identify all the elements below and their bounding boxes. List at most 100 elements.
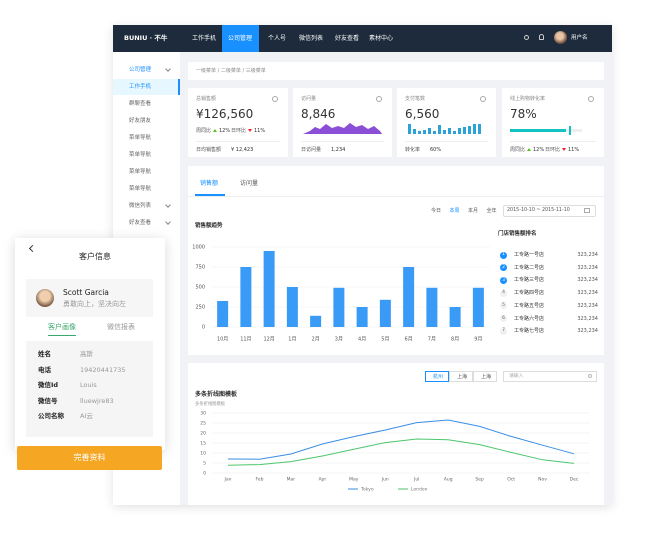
sidebar-item[interactable]: 工作手机 <box>129 83 152 90</box>
trend-panel <box>188 363 604 505</box>
field-value: Louis <box>80 381 97 390</box>
trend-arrow <box>248 129 252 132</box>
stat-card <box>188 88 288 157</box>
stat-label: 日均销售额 <box>196 147 222 153</box>
field-value: AI云 <box>80 412 93 421</box>
stat-value: 12% <box>533 147 545 153</box>
card-label: 线上购物转化率 <box>510 96 546 102</box>
info-icon <box>480 96 486 102</box>
sidebar-item[interactable]: 好友朋友 <box>129 117 152 124</box>
sidebar-item[interactable]: 好友查看 <box>129 219 152 226</box>
breadcrumb: 一级菜单 / 二级菜单 / 三级菜单 <box>196 68 266 74</box>
search-input[interactable]: 请输入 <box>503 371 597 382</box>
rank-number: 2 <box>502 264 505 270</box>
card-divider <box>510 141 596 142</box>
range-option[interactable]: 本月 <box>468 208 479 214</box>
card-label: 支付笔数 <box>405 96 426 102</box>
city-label: 上海 <box>456 374 468 380</box>
city-label: 杭州 <box>432 374 444 380</box>
city-button[interactable]: 上海 <box>473 371 497 382</box>
chart-subtitle: 多条折线图模板 <box>195 402 226 408</box>
info-icon <box>272 96 278 102</box>
stat-label: 日访问量 <box>301 147 322 153</box>
city-button[interactable]: 上海 <box>449 371 473 382</box>
stat-label: 日环比 <box>231 128 247 134</box>
stat-value: 11% <box>254 128 266 134</box>
stat-value: 60% <box>430 147 442 153</box>
sidebar-item[interactable]: 菜单导航 <box>129 151 152 158</box>
stat-label: 日环比 <box>545 147 561 153</box>
store-sales: 323,234 <box>577 302 598 309</box>
store-name: 工专路四号店 <box>514 290 545 297</box>
sidebar-item[interactable]: 群聊查看 <box>129 100 152 107</box>
button-label: 完善资料 <box>73 453 106 463</box>
nav-item[interactable]: 个人号 <box>268 34 287 42</box>
back-icon[interactable] <box>28 244 37 253</box>
store-name: 工专路三号店 <box>514 277 545 284</box>
sidebar-item[interactable]: 菜单导航 <box>129 185 152 192</box>
customer-tab[interactable]: 微信报表 <box>107 322 135 331</box>
card-label: 总销售额 <box>196 96 217 102</box>
nav-item[interactable]: 微信列表 <box>299 34 324 42</box>
field-value: lluewjre83 <box>80 396 114 405</box>
rank-badge: 2 <box>500 264 507 272</box>
city-button[interactable]: 杭州 <box>425 371 449 382</box>
nav-item[interactable]: 公司管理 <box>228 34 253 42</box>
avatar <box>554 31 567 44</box>
range-option[interactable]: 本周 <box>449 208 460 214</box>
rank-badge: 6 <box>500 315 507 322</box>
customer-tab[interactable]: 客户画像 <box>48 322 76 331</box>
field-label: 姓名 <box>38 350 51 359</box>
tab[interactable]: 访问量 <box>240 180 259 188</box>
field-label: 公司名称 <box>38 412 64 421</box>
customer-name: Scott Garcia <box>63 287 109 297</box>
tab-underline <box>48 335 76 337</box>
card-divider <box>405 141 488 142</box>
nav-item[interactable]: 好友查看 <box>335 34 360 42</box>
store-sales: 323,234 <box>577 252 598 258</box>
tab[interactable]: 销售额 <box>200 180 219 188</box>
breadcrumb-bar <box>188 62 604 80</box>
info-box: 姓名 高斯 电话 19420441735 微信Id Louis 微信号 lluewjre83 公… <box>26 341 153 437</box>
stat-label: 周同比 <box>510 147 526 153</box>
card-value: 8,846 <box>301 106 336 121</box>
nav-item[interactable]: 工作手机 <box>192 34 217 42</box>
complete-profile-button[interactable]: 完善资料 <box>17 446 162 470</box>
date-picker[interactable] <box>503 205 596 217</box>
nav-active-bg <box>222 25 259 52</box>
card-divider <box>196 141 280 142</box>
user-name: 用户名 <box>571 35 588 42</box>
search-icon <box>588 374 592 378</box>
sidebar-item[interactable]: 菜单导航 <box>129 134 152 141</box>
range-option[interactable]: 今日 <box>431 208 442 214</box>
range-option[interactable]: 全年 <box>486 208 497 214</box>
stat-label: 周同比 <box>196 128 212 134</box>
bell-icon <box>539 34 544 40</box>
store-sales: 323,234 <box>577 315 598 322</box>
rank-number: 3 <box>502 277 505 283</box>
nav-item[interactable]: 素材中心 <box>369 34 394 42</box>
card-value: ¥126,560 <box>196 106 254 121</box>
progress-target <box>569 126 571 135</box>
field-value: 19420441735 <box>80 365 126 374</box>
sidebar-item[interactable]: 微信列表 <box>129 202 152 209</box>
card-value: 78% <box>510 106 537 121</box>
stat-card <box>502 88 604 157</box>
card-label: 访问量 <box>301 96 317 102</box>
rank-badge: 5 <box>500 302 507 310</box>
store-name: 工专路五号店 <box>514 302 545 309</box>
tab-underline <box>195 194 225 196</box>
rank-number: 4 <box>502 290 505 296</box>
stat-label: 转化率 <box>405 147 421 153</box>
card-divider <box>301 141 384 142</box>
calendar-icon <box>584 208 590 213</box>
sidebar-item[interactable]: 菜单导航 <box>129 168 152 175</box>
sidebar-item[interactable]: 公司管理 <box>129 66 152 73</box>
store-sales: 323,234 <box>577 264 598 271</box>
sidebar-active-bg <box>113 79 180 95</box>
date-range: 2015-10-10 ~ 2015-11-10 <box>507 208 570 214</box>
stat-value: 1,234 <box>331 147 346 153</box>
sales-panel <box>188 166 604 355</box>
rank-number: 5 <box>502 303 505 309</box>
